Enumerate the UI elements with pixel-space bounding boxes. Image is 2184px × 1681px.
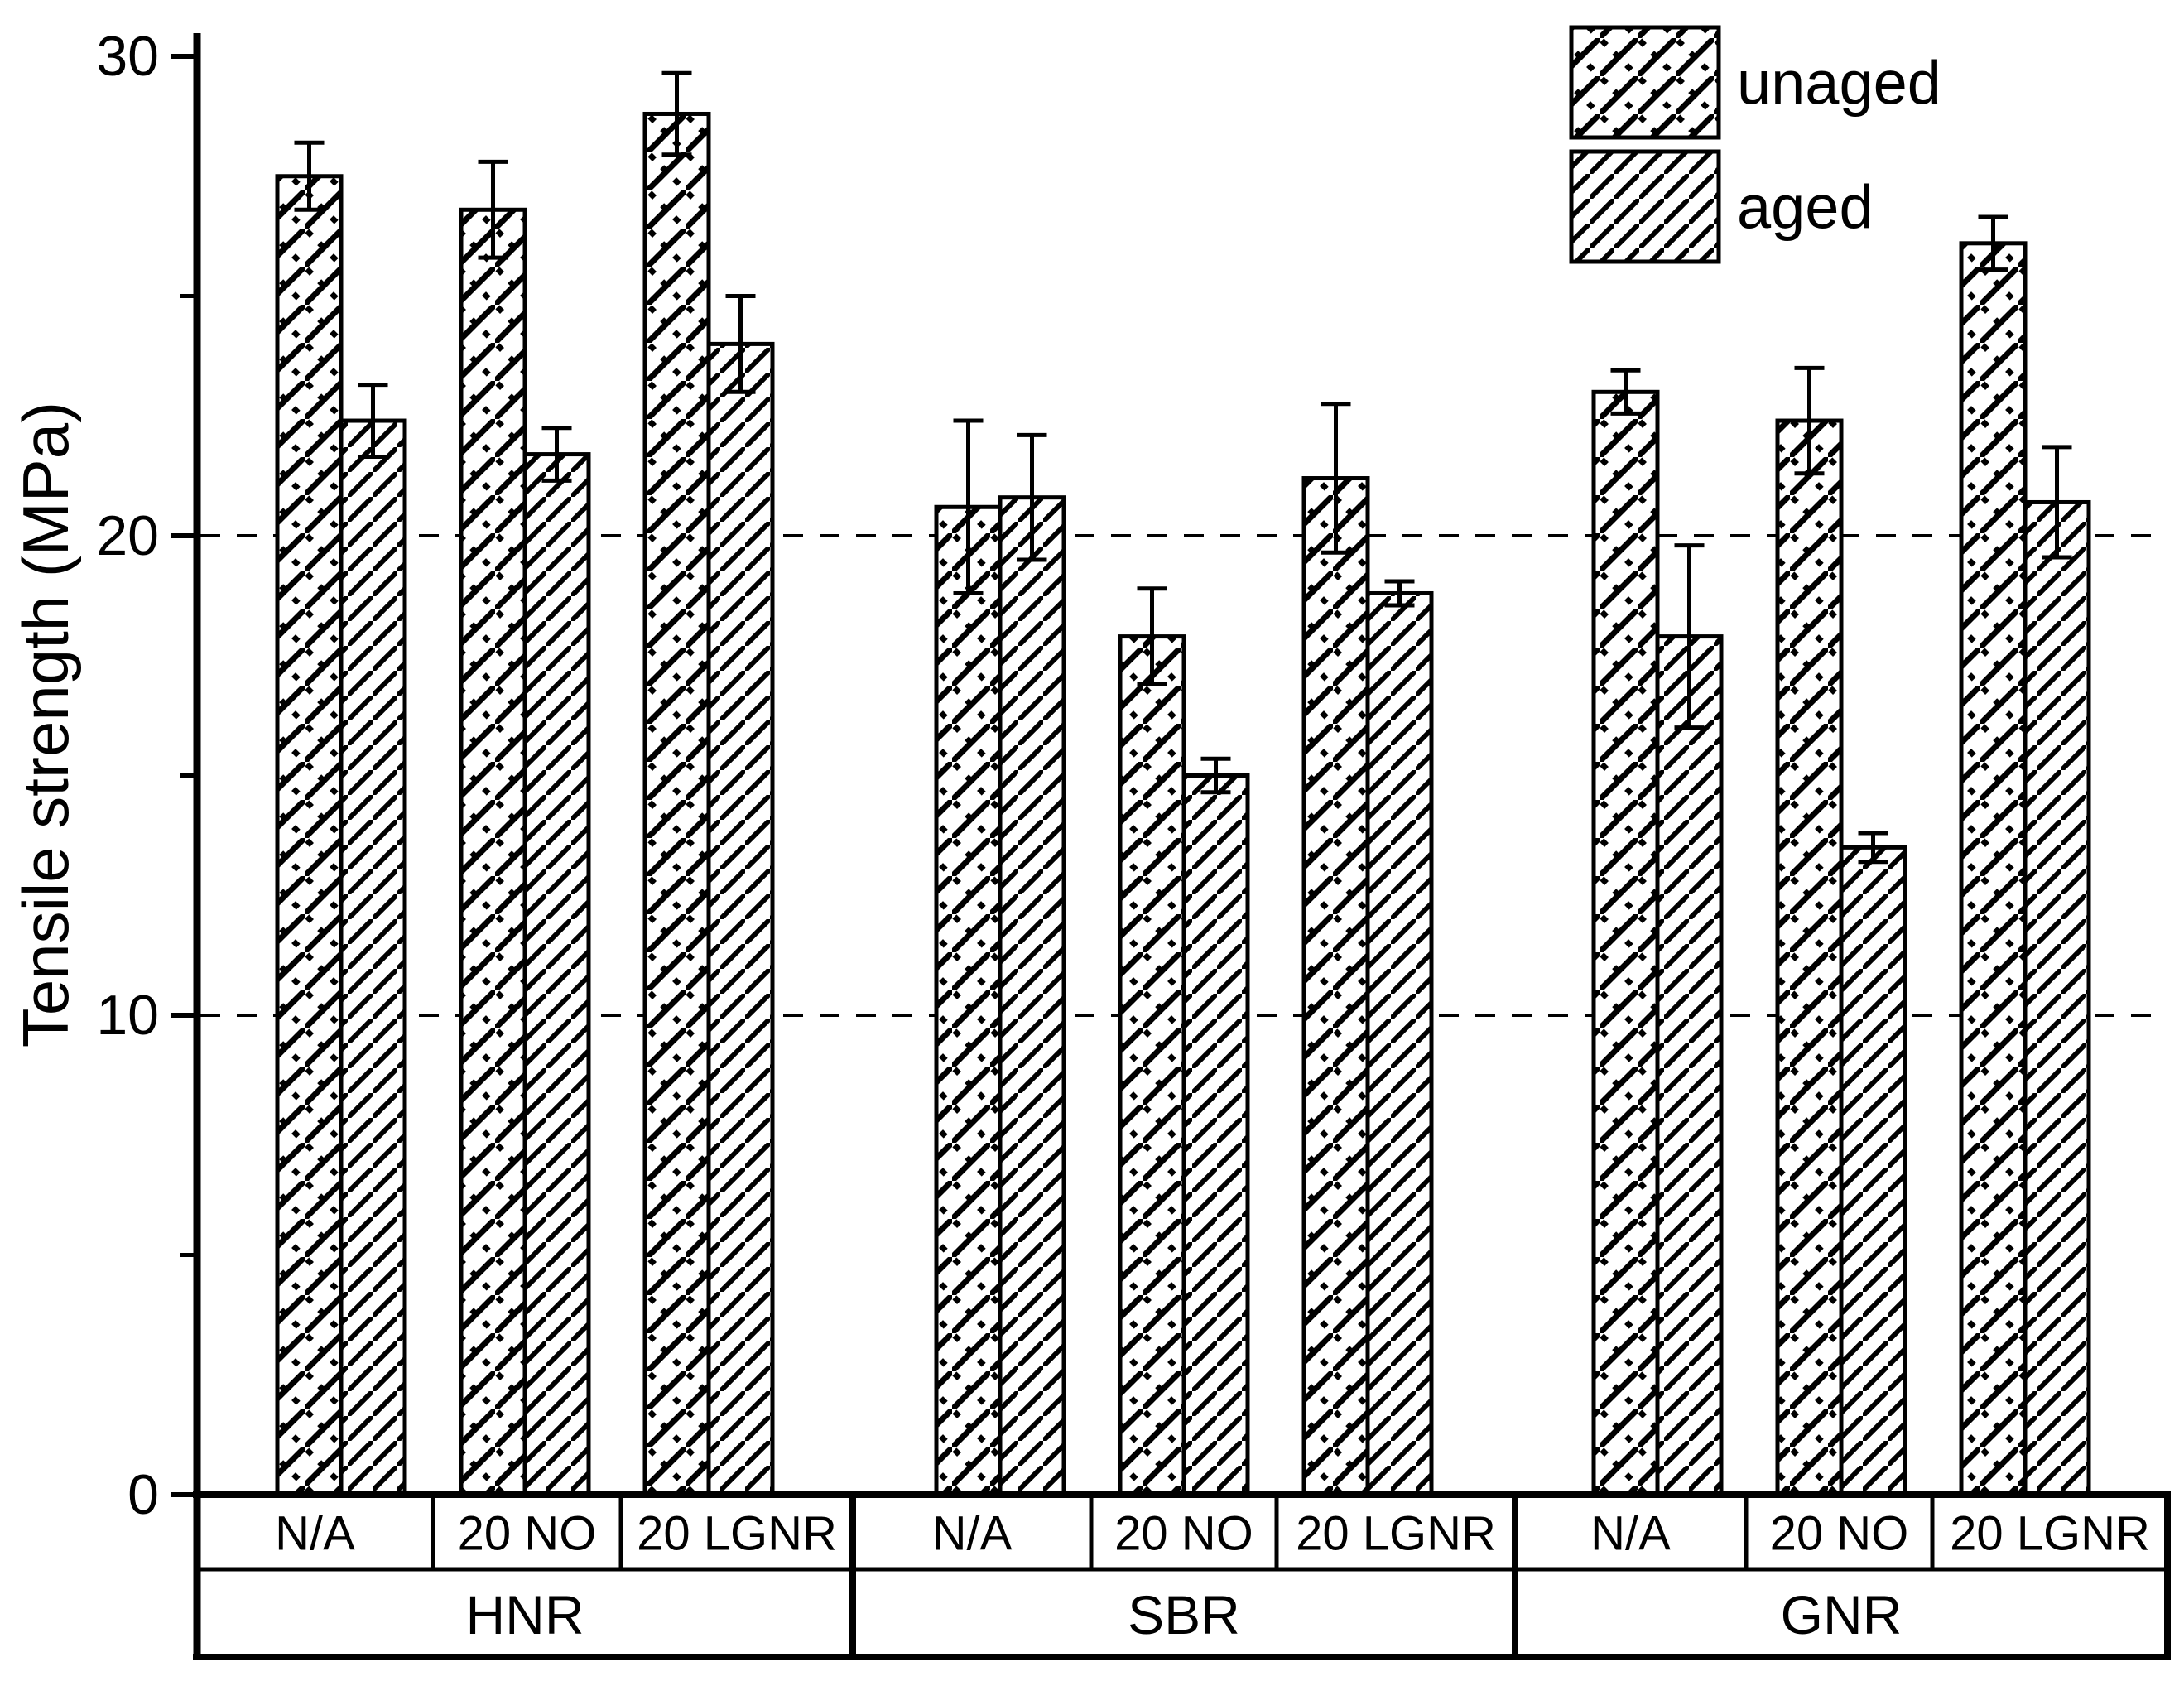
x-label-hnr-n-a: N/A [275,1507,355,1561]
x-label-gnr-n-a: N/A [1590,1507,1671,1561]
bar-gnr-n-a-unaged [1591,389,1660,1497]
x-label-sbr-20-no: 20 NO [1114,1507,1253,1561]
x-label-hnr-20-no: 20 NO [458,1507,597,1561]
bar-gnr-20-no-unaged [1775,418,1844,1497]
y-tick-label-10: 10 [96,984,159,1047]
x-label-sbr-20-lgnr: 20 LGNR [1296,1507,1496,1561]
bar-hnr-20-lgnr-unaged [642,111,711,1497]
bar-gnr-20-lgnr-aged [2023,499,2091,1497]
x-axis-label-boxes-layer: N/A 20 NO 20 LGNR HNR N/A 20 NO 20 LGNR SBR N/A 2… [193,1491,2171,1660]
bar-sbr-n-a-unaged [934,504,1003,1497]
y-tick-label-20: 20 [96,504,159,567]
y-axis-title: Tensile strength (MPa) [9,402,82,1048]
bar-hnr-n-a-unaged [275,174,344,1497]
legend-label-aged: aged [1737,173,1874,242]
bar-gnr-20-no-aged [1839,845,1907,1497]
bar-sbr-20-no-unaged [1118,634,1186,1497]
x-label-gnr-20-lgnr: 20 LGNR [1950,1507,2150,1561]
bars-layer [275,111,2091,1497]
bar-sbr-20-lgnr-aged [1365,590,1434,1497]
y-tick-label-30: 30 [96,25,159,88]
x-label-gnr-20-no: 20 NO [1770,1507,1909,1561]
bar-gnr-20-lgnr-unaged [1959,241,2028,1497]
bar-sbr-20-no-aged [1181,773,1250,1497]
y-tick-label-0: 0 [127,1463,159,1526]
error-bars-layer [294,70,2072,865]
legend: unaged aged [1569,25,1941,264]
bar-sbr-20-lgnr-unaged [1301,476,1370,1497]
x-label-hnr-20-lgnr: 20 LGNR [637,1507,837,1561]
x-group-label-hnr: HNR [466,1584,584,1645]
x-label-sbr-n-a: N/A [932,1507,1013,1561]
legend-swatch-aged [1569,149,1721,264]
bar-hnr-n-a-aged [339,418,407,1497]
axes-layer: 0 10 20 30 [96,25,201,1660]
bar-sbr-n-a-aged [998,495,1066,1497]
bar-gnr-n-a-aged [1655,634,1724,1497]
bar-hnr-20-no-aged [522,452,591,1497]
x-group-label-gnr: GNR [1781,1584,1903,1645]
bar-hnr-20-no-unaged [459,207,527,1497]
legend-label-unaged: unaged [1737,49,1941,118]
legend-swatch-unaged [1569,25,1721,140]
bar-hnr-20-lgnr-aged [706,341,775,1497]
x-group-label-sbr: SBR [1128,1584,1240,1645]
